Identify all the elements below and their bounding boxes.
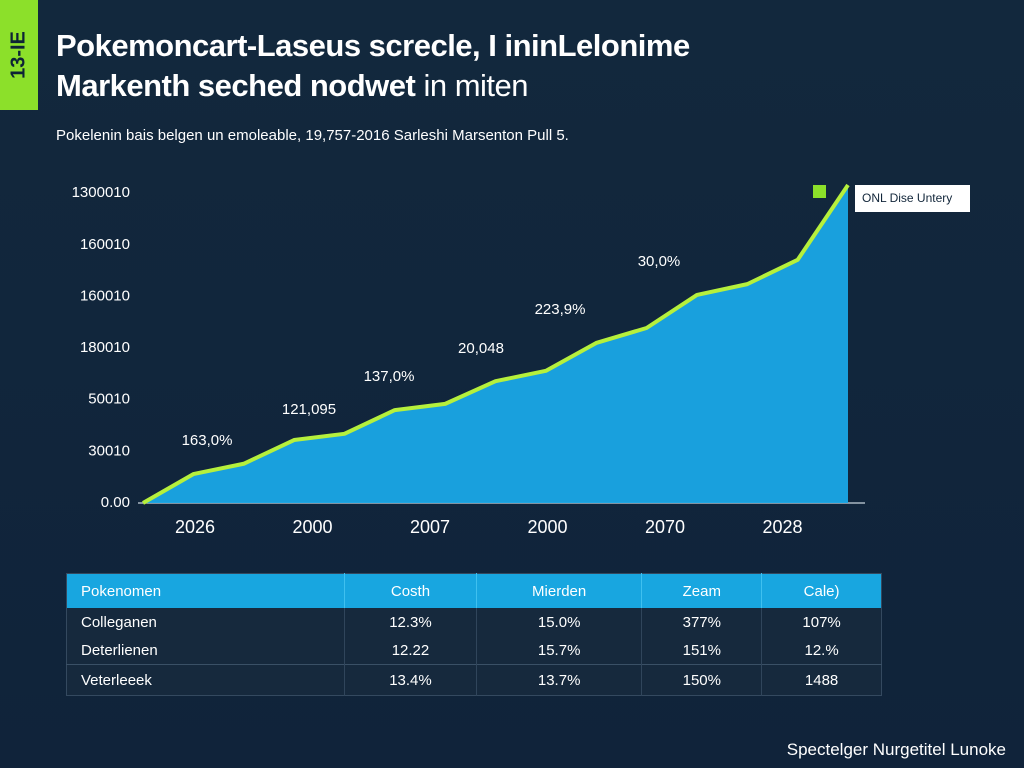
table-cell: Colleganen xyxy=(66,608,345,636)
chart: 0.00 30010 50010 180010 160010 160010 1300010 2… xyxy=(72,183,970,537)
table-cell: Deterlienen xyxy=(66,636,345,665)
data-table: Pokenomen Costh Mierden Zeam Cale) Colleganen… xyxy=(66,573,882,696)
y-tick-label: 0.00 xyxy=(101,494,130,511)
table-header-cell: Zeam xyxy=(641,573,762,608)
table-cell: 12.3% xyxy=(344,608,477,636)
table-cell: 15.0% xyxy=(475,608,642,636)
y-tick-label: 1300010 xyxy=(72,184,130,201)
line xyxy=(142,183,850,505)
legend-box xyxy=(855,185,970,212)
side-tab: 13-IE xyxy=(0,0,38,110)
table-row: Colleganen 12.3% 15.0% 377% 107% xyxy=(66,608,882,636)
annotation: 163,0% xyxy=(182,432,233,449)
table-header-cell: Pokenomen xyxy=(66,573,345,608)
table-cell: 151% xyxy=(641,636,762,665)
y-tick-label: 50010 xyxy=(88,391,130,408)
y-tick-label: 30010 xyxy=(88,442,130,459)
legend-label: ONL Dise Untery xyxy=(862,191,952,205)
table-cell: 107% xyxy=(761,608,882,636)
title-light: in miten xyxy=(423,68,529,103)
table-cell: 13.4% xyxy=(344,664,477,696)
title-bold: Markenth seched nodwet xyxy=(56,68,416,103)
table-cell: 15.7% xyxy=(475,636,642,665)
annotation: 137,0% xyxy=(364,368,415,385)
table-cell: 150% xyxy=(641,664,762,696)
area xyxy=(143,185,848,503)
annotation: 121,095 xyxy=(282,401,336,418)
legend-swatch xyxy=(813,185,826,198)
x-tick-label: 2007 xyxy=(410,517,450,537)
table-cell: 12.% xyxy=(761,636,882,665)
table-cell: 377% xyxy=(641,608,762,636)
table-cell: 12.22 xyxy=(344,636,477,665)
subtitle: Pokelenin bais belgen un emoleable, 19,7… xyxy=(56,127,569,144)
table-header-row: Pokenomen Costh Mierden Zeam Cale) xyxy=(66,573,882,608)
annotation: 20,048 xyxy=(458,340,504,357)
x-tick-label: 2000 xyxy=(527,517,567,537)
annotation: 223,9% xyxy=(535,301,586,318)
table-cell: 13.7% xyxy=(475,664,642,696)
title-line-2: Markenth seched nodwet in miten xyxy=(56,68,529,104)
title: Pokemoncart-Laseus screcle, I ininLeloni… xyxy=(56,28,690,63)
footer: Spectelger Nurgetitel Lunoke xyxy=(786,740,1006,759)
x-tick-label: 2026 xyxy=(175,517,215,537)
x-tick-label: 2070 xyxy=(645,517,685,537)
table-header-cell: Mierden xyxy=(475,573,642,608)
table-header-cell: Cale) xyxy=(761,573,882,608)
table-cell: Veterleeek xyxy=(66,664,345,696)
y-tick-label: 160010 xyxy=(80,236,130,253)
y-tick-label: 160010 xyxy=(80,287,130,304)
annotation: 30,0% xyxy=(638,253,681,270)
table-row: Deterlienen 12.22 15.7% 151% 12.% xyxy=(66,636,882,665)
table-header-cell: Costh xyxy=(344,573,477,608)
table-row: Veterleeek 13.4% 13.7% 150% 1488 xyxy=(66,664,882,696)
x-tick-label: 2000 xyxy=(292,517,332,537)
y-tick-label: 180010 xyxy=(80,339,130,356)
x-tick-label: 2028 xyxy=(762,517,802,537)
table-cell: 1488 xyxy=(761,664,882,696)
